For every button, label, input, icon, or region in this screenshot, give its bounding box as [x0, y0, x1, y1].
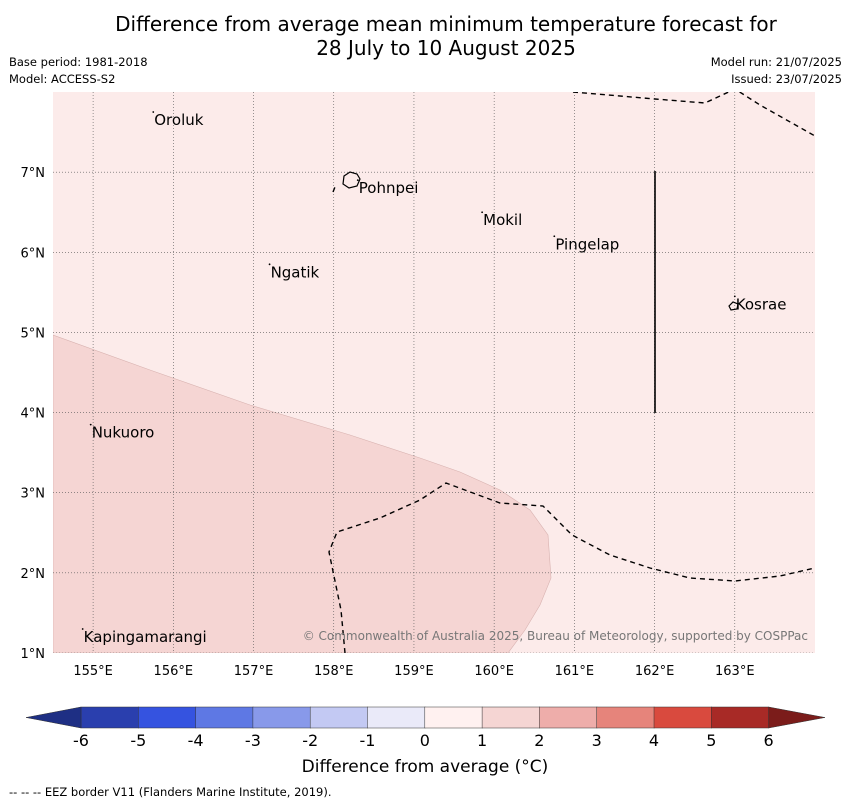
meta-right: Model run: 21/07/2025 Issued: 23/07/2025 — [711, 54, 842, 88]
place-marker — [152, 111, 155, 113]
colorbar-tick-label: -4 — [188, 731, 204, 750]
copyright-notice: © Commonwealth of Australia 2025, Bureau… — [303, 629, 808, 643]
place-label: Kapingamarangi — [84, 628, 207, 646]
colorbar-tick-label: -2 — [302, 731, 318, 750]
map-title: Difference from average mean minimum tem… — [0, 12, 850, 60]
place-marker — [733, 295, 736, 298]
longitude-ticks: 155°E 156°E 157°E 158°E 159°E 160°E 161°E 162°E… — [73, 664, 754, 679]
title-line-1: Difference from average mean minimum tem… — [115, 12, 777, 36]
place-marker — [481, 211, 484, 214]
eez-border-fragment — [332, 186, 336, 193]
longitude-tick-label: 163°E — [715, 664, 755, 679]
colorbar-segment — [424, 706, 483, 729]
colorbar-tick-label: 4 — [649, 731, 659, 750]
latitude-tick-label: 3°N — [21, 487, 46, 502]
colorbar-segment — [252, 706, 311, 729]
colorbar-segment — [481, 706, 540, 729]
place-label: Mokil — [483, 211, 522, 229]
place-label: Nukuoro — [92, 424, 155, 442]
place-marker — [89, 423, 92, 426]
colorbar-tick-label: 6 — [764, 731, 774, 750]
colorbar-segment — [711, 706, 770, 729]
pohnpei-island-shape — [342, 171, 361, 189]
base-period: Base period: 1981-2018 — [9, 55, 148, 69]
colorbar-segment — [195, 706, 254, 729]
gridlines — [53, 92, 815, 653]
place-label: Oroluk — [154, 111, 203, 129]
latitude-ticks: 1°N 2°N 3°N 4°N 5°N 6°N 7°N — [21, 166, 46, 662]
longitude-tick-label: 158°E — [314, 664, 354, 679]
latitude-tick-label: 2°N — [21, 567, 46, 582]
latitude-tick-label: 1°N — [21, 647, 46, 662]
model-run: Model run: 21/07/2025 — [710, 55, 842, 69]
colorbar-tick-label: 5 — [706, 731, 716, 750]
model-name: Model: ACCESS-S2 — [9, 72, 116, 86]
longitude-tick-label: 155°E — [73, 664, 113, 679]
longitude-tick-label: 160°E — [474, 664, 514, 679]
colorbar-tick-label: -6 — [73, 731, 89, 750]
place-marker — [553, 235, 556, 238]
colorbar-segment — [138, 706, 197, 729]
latitude-tick-label: 5°N — [21, 326, 46, 341]
longitude-tick-label: 157°E — [234, 664, 274, 679]
place-label: Ngatik — [271, 263, 320, 281]
title-line-2: 28 July to 10 August 2025 — [316, 36, 576, 60]
place-marker — [81, 628, 84, 630]
colorbar-tick-label: -5 — [130, 731, 146, 750]
latitude-tick-label: 6°N — [21, 246, 46, 261]
longitude-tick-label: 156°E — [154, 664, 194, 679]
latitude-tick-label: 4°N — [21, 407, 46, 422]
colorbar-segment — [653, 706, 712, 729]
longitude-tick-label: 159°E — [394, 664, 434, 679]
place-label: Kosrae — [736, 295, 787, 313]
issued-date: Issued: 23/07/2025 — [731, 72, 842, 86]
colorbar-segment — [80, 706, 139, 729]
colorbar-tick-label: -3 — [245, 731, 261, 750]
colorbar-tick-label: 0 — [420, 731, 430, 750]
colorbar-under-arrow — [25, 706, 82, 729]
colorbar-over-arrow — [768, 706, 826, 729]
place-label: Pohnpei — [359, 179, 419, 197]
colorbar-label: Difference from average (°C) — [301, 757, 549, 777]
longitude-tick-label: 161°E — [555, 664, 595, 679]
colorbar-tick-label: 1 — [477, 731, 487, 750]
latitude-tick-label: 7°N — [21, 166, 46, 181]
anomaly-region-1-2 — [53, 334, 552, 653]
colorbar: -6 -5 -4 -3 -2 -1 0 1 2 3 4 5 6 — [25, 706, 826, 750]
colorbar-segment — [596, 706, 655, 729]
eez-borders — [328, 92, 815, 653]
place-marker — [268, 263, 271, 266]
colorbar-tick-label: 3 — [592, 731, 602, 750]
place-label: Pingelap — [555, 235, 619, 253]
place-labels: Oroluk Pohnpei Mokil Pingelap Ngatik Kosrae Nu… — [81, 111, 787, 646]
eez-border-south — [328, 482, 815, 653]
kosrae-island-shape — [728, 301, 739, 311]
colorbar-segment — [309, 706, 369, 729]
colorbar-segment — [367, 706, 426, 729]
place-marker — [356, 179, 359, 182]
meta-left: Base period: 1981-2018 Model: ACCESS-S2 — [9, 54, 148, 88]
colorbar-segment — [539, 706, 598, 729]
colorbar-tick-label: -1 — [360, 731, 376, 750]
colorbar-tick-label: 2 — [534, 731, 544, 750]
footnote: -- -- -- EEZ border V11 (Flanders Marine… — [9, 785, 332, 799]
longitude-tick-label: 162°E — [635, 664, 675, 679]
